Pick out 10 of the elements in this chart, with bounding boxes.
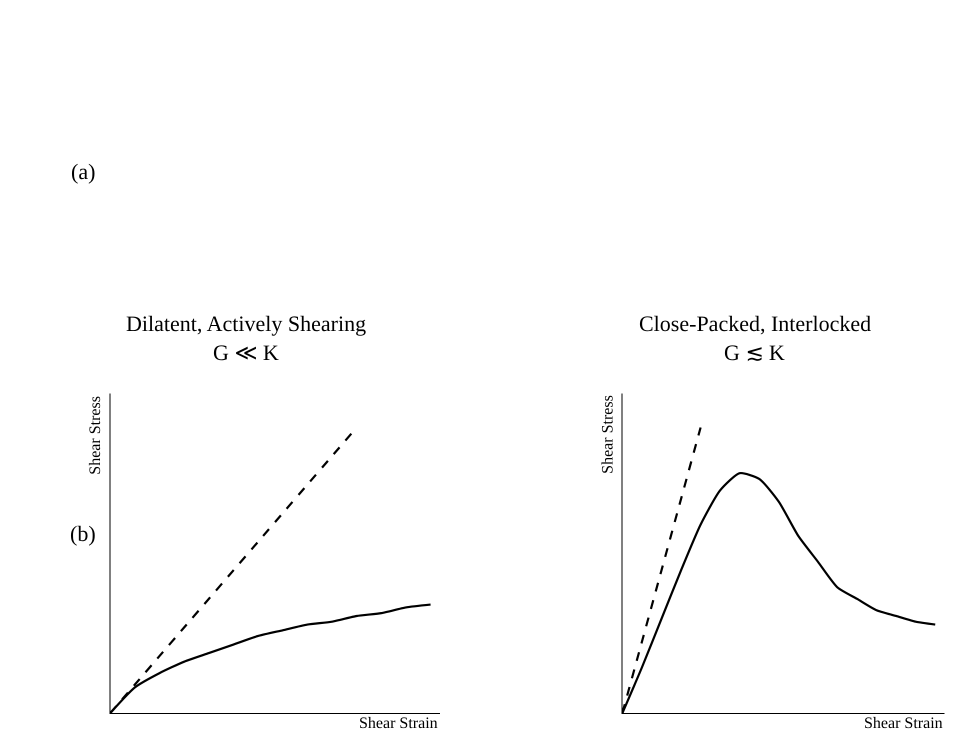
y-axis-title: Shear Stress	[599, 395, 616, 474]
y-axis-title: Shear Stress	[87, 396, 104, 475]
chart-title: Dilatent, Actively Shearing	[126, 311, 366, 336]
x-axis-title: Shear Strain	[864, 715, 943, 732]
chart-subtitle: G ≲ K	[724, 340, 785, 365]
chart-title: Close-Packed, Interlocked	[639, 311, 872, 336]
chart-subtitle: G ≪ K	[213, 340, 279, 365]
text: (b)	[70, 521, 96, 546]
text: (a)	[71, 159, 96, 184]
x-axis-title: Shear Strain	[359, 715, 438, 732]
